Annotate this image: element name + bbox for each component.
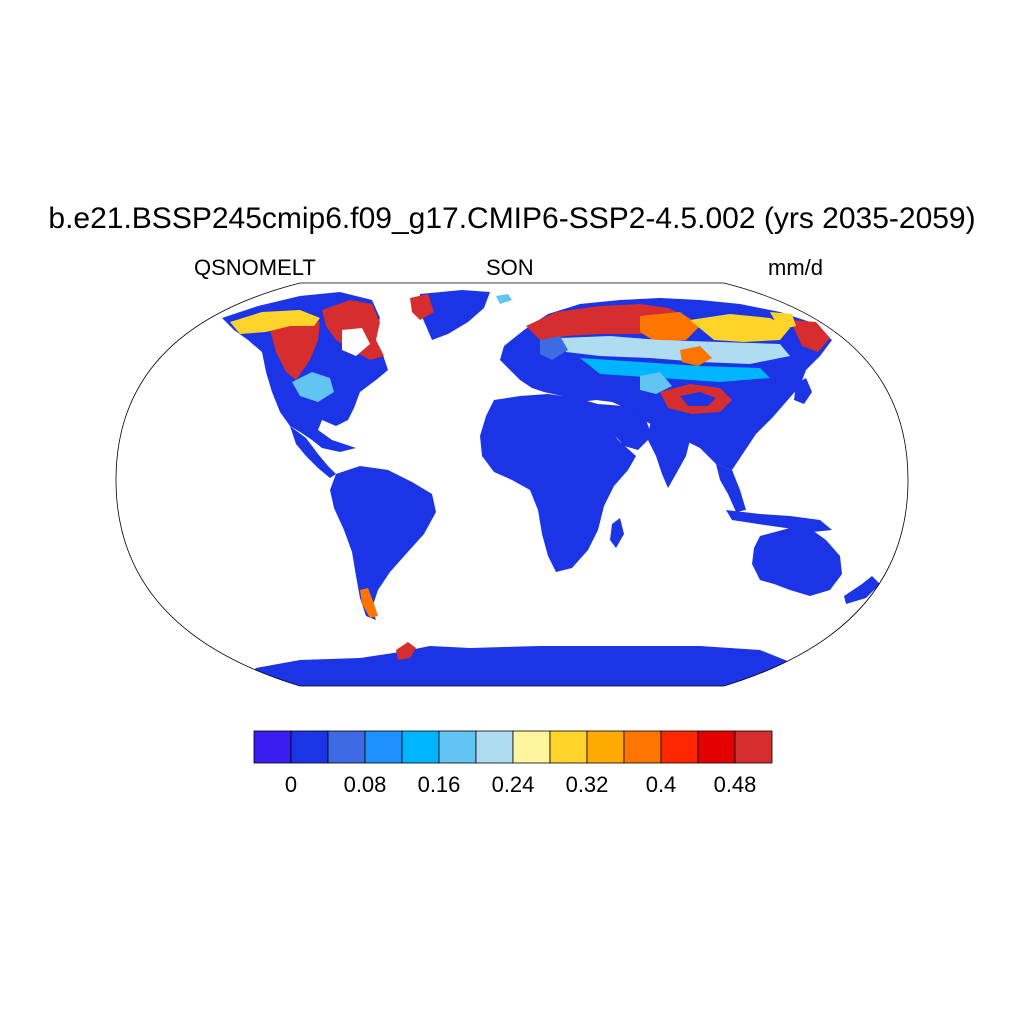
siberia-melt-orange — [640, 312, 700, 342]
central-america — [290, 426, 336, 478]
central-asia-melt — [640, 372, 672, 394]
indonesia — [726, 510, 832, 532]
colorbar-box — [364, 730, 403, 764]
colorbar-box — [401, 730, 440, 764]
land-layer — [222, 290, 880, 686]
colorbar-box — [327, 730, 366, 764]
arabia — [598, 404, 652, 450]
colorbar-tick-labels: 0 0.08 0.16 0.24 0.32 0.4 0.48 — [0, 771, 1024, 801]
colorbar-tick-label: 0.32 — [565, 772, 609, 797]
madagascar — [610, 518, 624, 548]
siberia-melt-yellow — [690, 314, 790, 342]
patagonia-melt — [360, 588, 378, 618]
colorbar-box — [697, 730, 736, 764]
tibet-melt-inner — [680, 392, 716, 406]
iceland — [496, 294, 512, 304]
antarctic-peninsula-melt — [396, 642, 416, 660]
colorbar-tick-label: 0.48 — [713, 772, 757, 797]
season-label: SON — [486, 255, 534, 280]
na-melt-light — [292, 372, 334, 402]
siberia-melt-light — [560, 336, 790, 364]
colorbar-box — [660, 730, 699, 764]
far-east-melt — [790, 320, 830, 352]
india — [648, 424, 690, 488]
kamchatka-melt — [770, 312, 796, 330]
colorbar-tick-label: 0 — [284, 772, 298, 797]
colorbar-box — [475, 730, 514, 764]
mongolia-melt — [680, 346, 712, 366]
australia — [752, 528, 842, 596]
colorbar-box — [290, 730, 329, 764]
variable-label: QSNOMELT — [194, 255, 316, 280]
colorbar-tick-label: 0.4 — [645, 772, 677, 797]
units-label: mm/d — [768, 255, 823, 280]
africa — [480, 394, 636, 572]
na-melt-high — [270, 320, 320, 380]
antarctica — [240, 646, 800, 686]
map-frame — [115, 282, 909, 687]
scandinavia-melt — [540, 336, 568, 360]
colorbar-tick-label: 0.16 — [417, 772, 461, 797]
colorbar-box — [512, 730, 551, 764]
colorbar-box — [734, 730, 773, 764]
southeast-asia — [716, 464, 746, 512]
colorbar-tick-label: 0.24 — [491, 772, 535, 797]
colorbar-box — [623, 730, 662, 764]
plot-title: b.e21.BSSP245cmip6.f09_g17.CMIP6-SSP2-4.… — [48, 202, 976, 235]
colorbar-box — [549, 730, 588, 764]
hudson-bay — [342, 328, 370, 356]
japan — [794, 378, 812, 404]
colorbar-box — [253, 730, 292, 764]
colorbar — [253, 730, 773, 764]
south-america — [330, 466, 436, 620]
na-melt-mid — [230, 310, 320, 334]
siberia-melt-cyan — [580, 358, 770, 382]
new-zealand — [844, 576, 880, 604]
greenland — [418, 290, 490, 340]
greenland-south-melt — [410, 294, 434, 320]
colorbar-box — [438, 730, 477, 764]
colorbar-box — [586, 730, 625, 764]
colorbar-tick-label: 0.08 — [343, 772, 387, 797]
